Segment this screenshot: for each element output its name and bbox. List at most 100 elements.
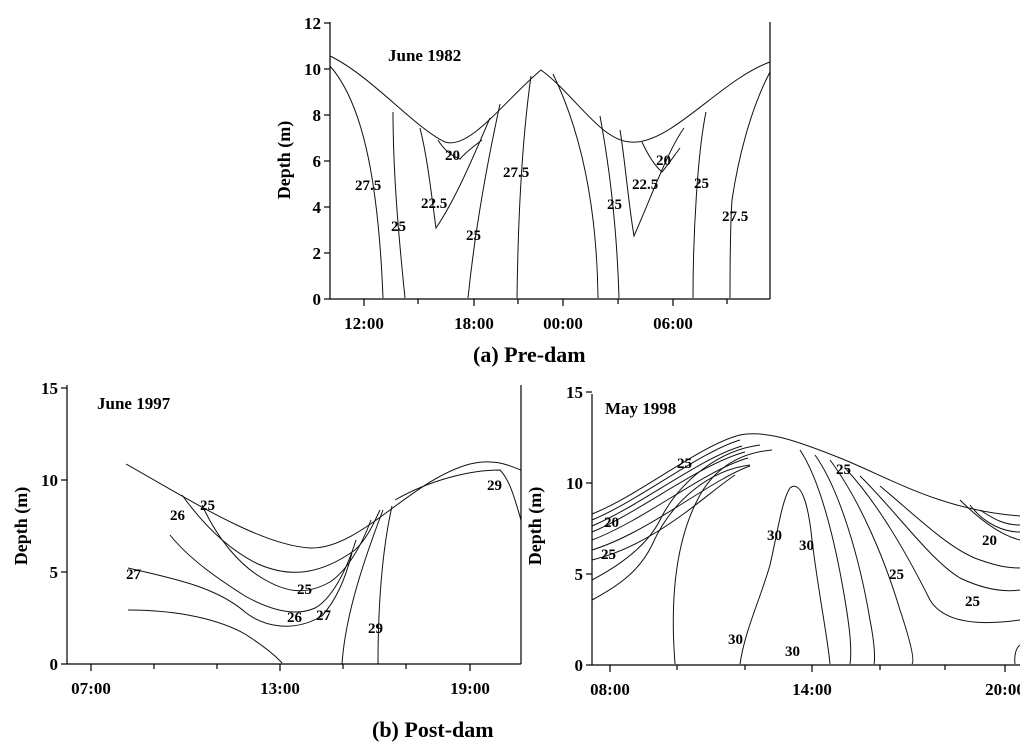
- panel-a-isotherm-27-5-right: [552, 73, 599, 299]
- panel-b2-isotherm: [591, 439, 741, 521]
- panel-a-xtick-label: 18:00: [454, 314, 494, 333]
- panel-b2-contour-label: 25: [889, 567, 904, 583]
- panel-a-ytick-label: 0: [313, 290, 322, 309]
- panel-a-contour-label: 27.5: [722, 209, 748, 225]
- panel-b2-isotherm-25c: [829, 459, 914, 665]
- panel-a-isotherm-27-5-far: [729, 71, 771, 299]
- panel-b2-xticks: 08:00 14:00 20:00: [590, 665, 1020, 699]
- panel-b1-contour-label: 25: [297, 582, 312, 598]
- panel-a-isotherm-25-far: [692, 111, 707, 299]
- panel-b2-isotherm: [591, 474, 736, 561]
- panel-b2-xtick-label: 20:00: [985, 680, 1020, 699]
- panel-a-xtick-label: 06:00: [653, 314, 693, 333]
- panel-a-isotherm-20-right: [641, 141, 681, 173]
- panel-b2-contour-label: 25: [965, 594, 980, 610]
- panel-b1-ylabel: Depth (m): [11, 487, 32, 566]
- panel-b1-isotherm-26: [181, 494, 381, 573]
- panel-b2-ylabel: Depth (m): [525, 487, 546, 566]
- panel-b1-xtick-label: 13:00: [260, 679, 300, 698]
- panel-a-contour-label: 22.5: [632, 177, 658, 193]
- panel-b2-isotherm-25: [799, 449, 852, 665]
- panel-b2-isotherm: [591, 451, 746, 533]
- panel-b1-xtick-label: 07:00: [71, 679, 111, 698]
- panel-b1-contour-label: 27: [316, 608, 332, 624]
- panel-a-isotherm-27-5-left: [329, 65, 384, 299]
- panel-a-contour-label: 25: [466, 228, 481, 244]
- panel-b2-ytick-label: 5: [575, 565, 584, 584]
- panel-a-caption: (a) Pre-dam: [473, 342, 586, 367]
- panel-b-caption: (b) Post-dam: [372, 717, 494, 742]
- panel-b1-isotherm-29: [377, 505, 393, 665]
- panel-b1-contour-label: 26: [287, 610, 303, 626]
- panel-b2-contour-label: 25: [601, 547, 616, 563]
- panel-b2-ytick-label: 15: [566, 383, 583, 402]
- panel-a-isotherm-25-mid: [467, 103, 501, 299]
- panel-a-contour-label: 25: [607, 197, 622, 213]
- panel-b1: Depth (m) 0 5 10 15 07:00 13:00 19:00 June 19…: [11, 379, 522, 698]
- panel-b2-isotherm-25f: [879, 485, 1020, 569]
- panel-b2-isotherm-20b: [969, 504, 1020, 533]
- panel-b1-ytick-label: 15: [41, 379, 58, 398]
- panel-b1-surface: [125, 461, 522, 549]
- panel-a-isotherm-25-left: [392, 111, 406, 299]
- panel-a-xtick-label: 00:00: [543, 314, 583, 333]
- panel-b2-isotherm-edge: [1014, 644, 1020, 665]
- panel-b1-isotherm-25: [201, 504, 372, 592]
- panel-b2-xtick-label: 08:00: [590, 680, 630, 699]
- panel-a-title: June 1982: [388, 46, 461, 65]
- panel-a-isotherm-22-5-right: [619, 127, 685, 238]
- panel-b1-ytick-label: 0: [50, 655, 59, 674]
- panel-b1-yticks: 0 5 10 15: [41, 379, 67, 674]
- panel-b1-xtick-label: 19:00: [450, 679, 490, 698]
- panel-b2-yticks: 0 5 10 15: [566, 383, 592, 675]
- panel-a-yticks: 0 2 4 6 8 10 12: [304, 14, 330, 309]
- panel-a-xticks: 12:00 18:00 00:00 06:00: [344, 299, 728, 333]
- panel-a-contour-label: 25: [391, 219, 406, 235]
- panel-b1-isotherm-29-top: [394, 469, 522, 521]
- panel-a-contour-label: 27.5: [503, 165, 529, 181]
- panel-b2-contour-label: 30: [728, 632, 743, 648]
- panel-a-ytick-label: 12: [304, 14, 321, 33]
- panel-a-ytick-label: 2: [313, 244, 322, 263]
- panel-b2-contour-label: 25: [677, 456, 692, 472]
- panel-a-ytick-label: 8: [313, 106, 322, 125]
- panel-b2-isotherm: [591, 444, 761, 581]
- panel-b2-isotherm-25d: [844, 467, 1020, 624]
- panel-a-isotherm-22-5-left: [419, 117, 491, 230]
- panel-b2-isotherm-20c: [979, 509, 1020, 526]
- panel-b2-surface: [591, 433, 1020, 517]
- panel-a-contour-label: 20: [445, 148, 460, 164]
- panel-b2-contour-label: 20: [604, 515, 619, 531]
- panel-b2-ytick-label: 0: [575, 656, 584, 675]
- panel-b1-ytick-label: 5: [50, 563, 59, 582]
- panel-b2-isotherm-30-inner: [739, 485, 831, 665]
- panel-a-isotherm-20-left: [437, 139, 483, 160]
- panel-b2-ytick-label: 10: [566, 474, 583, 493]
- panel-b2-title: May 1998: [605, 399, 676, 418]
- panel-b1-isotherm-27b: [127, 609, 283, 664]
- panel-b2-xtick-label: 14:00: [792, 680, 832, 699]
- panel-b2-contour-label: 30: [785, 644, 800, 660]
- panel-b2-isotherm-30: [672, 449, 773, 665]
- panel-b1-contour-label: 27: [126, 567, 142, 583]
- panel-b2-contour-label: 20: [982, 533, 997, 549]
- panel-b2-isotherm: [591, 465, 751, 551]
- panel-b2-isotherm: [591, 457, 749, 541]
- panel-b1-contour-label: 26: [170, 508, 186, 524]
- panel-a-contour-label: 25: [694, 176, 709, 192]
- panel-a-ytick-label: 10: [304, 60, 321, 79]
- panel-b1-contour-label: 29: [368, 621, 383, 637]
- panel-b1-isotherm-26b: [169, 534, 357, 613]
- panel-a-contour-label: 20: [656, 153, 671, 169]
- panel-b2-isotherm-25e: [859, 475, 1020, 592]
- panel-b1-title: June 1997: [97, 394, 171, 413]
- panel-b1-xticks: 07:00 13:00 19:00: [71, 664, 490, 698]
- panel-b2-contour-label: 30: [767, 528, 782, 544]
- panel-b1-ytick-label: 10: [41, 471, 58, 490]
- panel-a-contour-label: 22.5: [421, 196, 447, 212]
- panel-b2-isotherm-20: [959, 499, 1020, 541]
- panel-b2-isotherm-25b: [814, 454, 875, 665]
- panel-a-xtick-label: 12:00: [344, 314, 384, 333]
- panel-a-isotherm-25-right: [599, 115, 620, 299]
